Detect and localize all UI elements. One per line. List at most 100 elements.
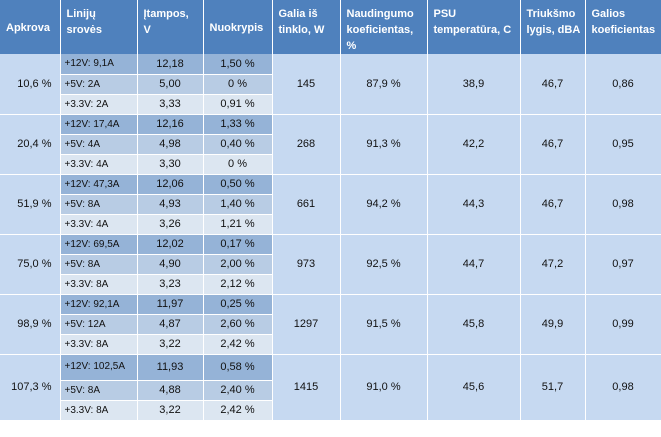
deviation-cell: 1,50 %: [203, 54, 273, 75]
voltage-cell: 4,98: [137, 134, 204, 155]
deviation-cell: 0,25 %: [203, 294, 273, 315]
table-row: +3.3V: 4A 3,30 0 %: [0, 154, 661, 175]
header-input-power: Galia iš tinklo, W: [272, 0, 341, 54]
rail-current-cell: +5V: 8A: [60, 254, 138, 275]
table-row: +5V: 12A 4,87 2,60 %: [0, 314, 661, 335]
power-factor-cell: 0,98: [585, 174, 661, 235]
efficiency-cell: 91,0 %: [340, 354, 428, 421]
table-row: +3.3V: 8A 3,22 2,42 %: [0, 334, 661, 355]
table-row: +3.3V: 4A 3,26 1,21 %: [0, 214, 661, 235]
voltage-cell: 11,97: [137, 294, 204, 315]
voltage-cell: 3,26: [137, 214, 204, 235]
table-row: 107,3 % +12V: 102,5A 11,93 0,58 % 1415 9…: [0, 354, 661, 421]
power-factor-cell: 0,86: [585, 54, 661, 115]
deviation-cell: 0,50 %: [203, 174, 273, 195]
noise-cell: 46,7: [520, 174, 586, 235]
voltage-cell: 11,93: [137, 354, 204, 381]
load-cell: 98,9 %: [0, 294, 61, 355]
noise-cell: 46,7: [520, 114, 586, 175]
input-power-cell: 145: [272, 54, 341, 115]
rail-current-cell: +12V: 92,1A: [60, 294, 138, 315]
voltage-cell: 12,18: [137, 54, 204, 75]
header-psu-temperature: PSU temperatūra, C: [427, 0, 521, 54]
load-cell: 107,3 %: [0, 354, 61, 421]
rail-current-cell: +5V: 12A: [60, 314, 138, 335]
table-row: +5V: 4A 4,98 0,40 %: [0, 134, 661, 155]
noise-cell: 47,2: [520, 234, 586, 295]
input-power-cell: 661: [272, 174, 341, 235]
voltage-cell: 4,90: [137, 254, 204, 275]
voltage-cell: 3,22: [137, 400, 204, 420]
rail-current-cell: +3.3V: 4A: [60, 214, 138, 235]
rail-current-cell: +3.3V: 8A: [60, 334, 138, 355]
table-row: +5V: 2A 5,00 0 %: [0, 74, 661, 95]
table-row: +3.3V: 8A 3,22 2,42 %: [0, 400, 661, 420]
rail-current-cell: +12V: 69,5A: [60, 234, 138, 255]
voltage-cell: 4,93: [137, 194, 204, 215]
table-row: 98,9 % +12V: 92,1A 11,97 0,25 % 1297 91,…: [0, 294, 661, 355]
deviation-cell: 0,58 %: [203, 354, 273, 381]
voltage-cell: 12,02: [137, 234, 204, 255]
input-power-cell: 268: [272, 114, 341, 175]
temperature-cell: 45,8: [427, 294, 521, 355]
rail-current-cell: +5V: 8A: [60, 380, 138, 401]
load-cell: 75,0 %: [0, 234, 61, 295]
table-row: 75,0 % +12V: 69,5A 12,02 0,17 % 973 92,5…: [0, 234, 661, 295]
voltage-cell: 4,87: [137, 314, 204, 335]
table-row: +5V: 8A 4,88 2,40 %: [0, 380, 661, 401]
noise-cell: 51,7: [520, 354, 586, 421]
rail-current-cell: +12V: 9,1A: [60, 54, 138, 75]
rail-current-cell: +5V: 2A: [60, 74, 138, 95]
noise-cell: 49,9: [520, 294, 586, 355]
voltage-cell: 3,22: [137, 334, 204, 355]
table-row: +3.3V: 8A 3,23 2,12 %: [0, 274, 661, 295]
power-factor-cell: 0,98: [585, 354, 661, 421]
power-factor-cell: 0,99: [585, 294, 661, 355]
rail-current-cell: +3.3V: 4A: [60, 154, 138, 175]
rail-current-cell: +3.3V: 8A: [60, 400, 138, 420]
input-power-cell: 1297: [272, 294, 341, 355]
rail-current-cell: +12V: 47,3A: [60, 174, 138, 195]
deviation-cell: 0,17 %: [203, 234, 273, 255]
psu-test-table: Apkrova Linijų srovės Įtampos, V Nuokryp…: [0, 0, 661, 421]
rail-current-cell: +3.3V: 2A: [60, 94, 138, 115]
deviation-cell: 1,33 %: [203, 114, 273, 135]
rail-current-cell: +12V: 102,5A: [60, 354, 138, 381]
deviation-cell: 2,00 %: [203, 254, 273, 275]
voltage-cell: 3,30: [137, 154, 204, 175]
voltage-cell: 3,33: [137, 94, 204, 115]
rail-current-cell: +3.3V: 8A: [60, 274, 138, 295]
power-factor-cell: 0,95: [585, 114, 661, 175]
voltage-cell: 5,00: [137, 74, 204, 95]
voltage-cell: 12,06: [137, 174, 204, 195]
deviation-cell: 0 %: [203, 154, 273, 175]
deviation-cell: 0 %: [203, 74, 273, 95]
rail-current-cell: +5V: 4A: [60, 134, 138, 155]
voltage-cell: 4,88: [137, 380, 204, 401]
header-rail-currents: Linijų srovės: [60, 0, 138, 54]
deviation-cell: 1,21 %: [203, 214, 273, 235]
table-row: 10,6 % +12V: 9,1A 12,18 1,50 % 145 87,9 …: [0, 54, 661, 115]
deviation-cell: 1,40 %: [203, 194, 273, 215]
header-voltages: Įtampos, V: [137, 0, 204, 54]
table-row: 51,9 % +12V: 47,3A 12,06 0,50 % 661 94,2…: [0, 174, 661, 235]
temperature-cell: 38,9: [427, 54, 521, 115]
efficiency-cell: 87,9 %: [340, 54, 428, 115]
load-cell: 51,9 %: [0, 174, 61, 235]
load-cell: 10,6 %: [0, 54, 61, 115]
voltage-cell: 3,23: [137, 274, 204, 295]
voltage-cell: 12,16: [137, 114, 204, 135]
temperature-cell: 45,6: [427, 354, 521, 421]
efficiency-cell: 91,3 %: [340, 114, 428, 175]
noise-cell: 46,7: [520, 54, 586, 115]
load-cell: 20,4 %: [0, 114, 61, 175]
efficiency-cell: 91,5 %: [340, 294, 428, 355]
header-row: Apkrova Linijų srovės Įtampos, V Nuokryp…: [0, 0, 661, 54]
input-power-cell: 1415: [272, 354, 341, 421]
deviation-cell: 2,12 %: [203, 274, 273, 295]
temperature-cell: 44,7: [427, 234, 521, 295]
power-factor-cell: 0,97: [585, 234, 661, 295]
table-row: +5V: 8A 4,90 2,00 %: [0, 254, 661, 275]
deviation-cell: 2,40 %: [203, 380, 273, 401]
efficiency-cell: 94,2 %: [340, 174, 428, 235]
